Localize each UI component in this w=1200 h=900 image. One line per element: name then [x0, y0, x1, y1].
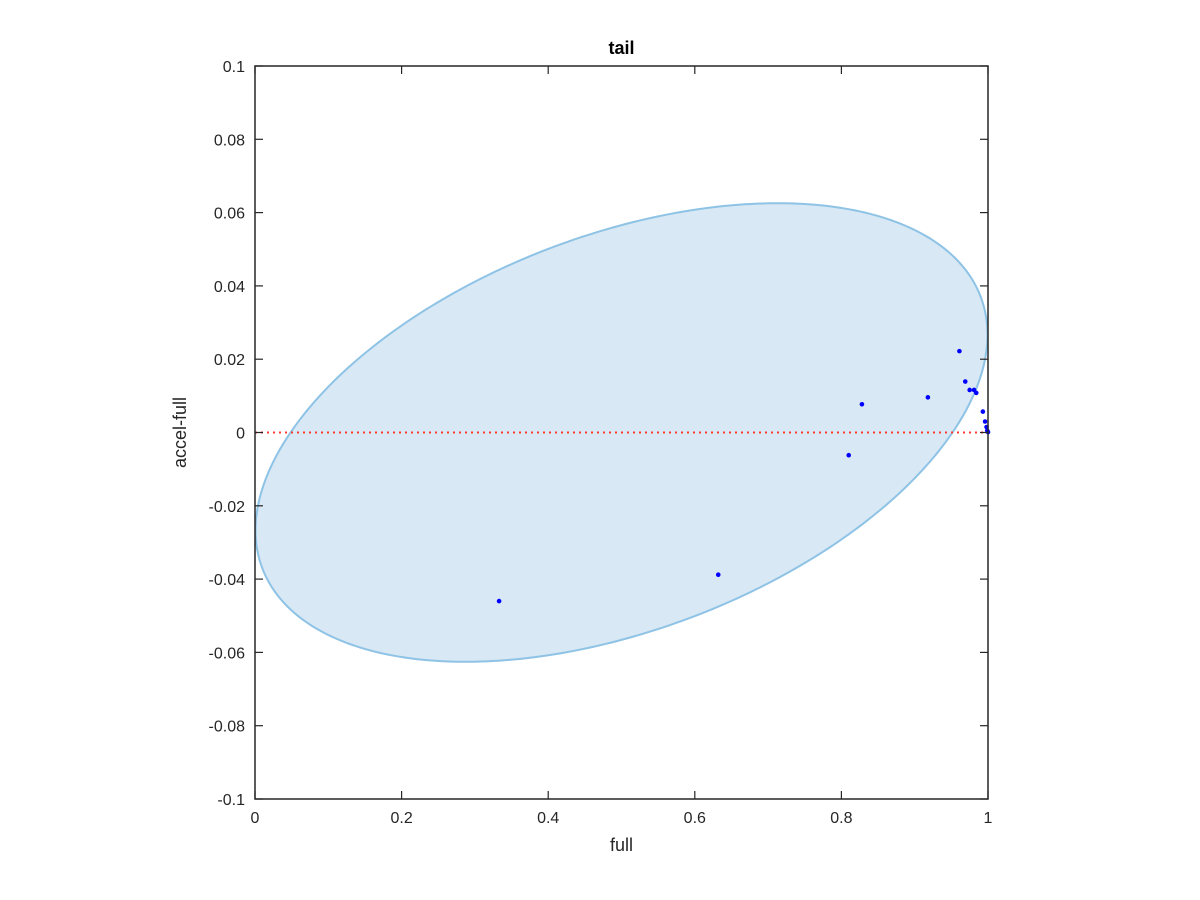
- y-axis-ticks: -0.1 -0.08 -0.06 -0.04 -0.02 0 0.02 0.04 0.06 0.0…: [209, 59, 988, 809]
- y-axis-label: accel-full: [170, 397, 190, 468]
- data-point-11: [982, 419, 988, 424]
- y-tick-label-9: 0.08: [214, 132, 245, 149]
- data-point-0: [496, 598, 502, 604]
- y-tick-label-5: 0: [236, 426, 245, 443]
- data-point-3: [859, 401, 865, 407]
- y-tick-label-3: -0.04: [209, 572, 246, 589]
- x-axis-label: full: [610, 835, 633, 855]
- data-point-6: [962, 379, 968, 384]
- data-point-9: [973, 390, 979, 396]
- plot-area: 0 0.2 0.4 0.6 0.8 1 -0.1 -0.08 -0.06 -0.04 -0.02 0…: [209, 59, 993, 827]
- data-point-1: [715, 572, 721, 578]
- x-tick-label-1: 0.2: [390, 810, 412, 827]
- data-point-5: [957, 348, 962, 354]
- data-point-2: [846, 452, 852, 458]
- data-point-7: [967, 387, 972, 393]
- y-tick-label-1: -0.08: [209, 719, 246, 736]
- y-tick-label-7: 0.04: [214, 279, 245, 296]
- x-axis-ticks: 0 0.2 0.4 0.6 0.8 1: [251, 66, 993, 827]
- y-tick-label-4: -0.02: [209, 499, 246, 516]
- x-tick-label-0: 0: [251, 810, 260, 827]
- x-tick-label-3: 0.6: [684, 810, 706, 827]
- data-point-4: [925, 395, 931, 400]
- x-tick-label-5: 1: [984, 810, 993, 827]
- x-tick-label-2: 0.4: [537, 810, 559, 827]
- y-tick-label-8: 0.06: [214, 206, 245, 223]
- y-tick-label-0: -0.1: [217, 792, 245, 809]
- y-tick-label-6: 0.02: [214, 352, 245, 369]
- data-point-10: [980, 409, 986, 414]
- y-tick-label-2: -0.06: [209, 645, 246, 662]
- x-tick-label-4: 0.8: [830, 810, 852, 827]
- y-tick-label-10: 0.1: [223, 59, 245, 76]
- chart-title: tail: [608, 38, 634, 58]
